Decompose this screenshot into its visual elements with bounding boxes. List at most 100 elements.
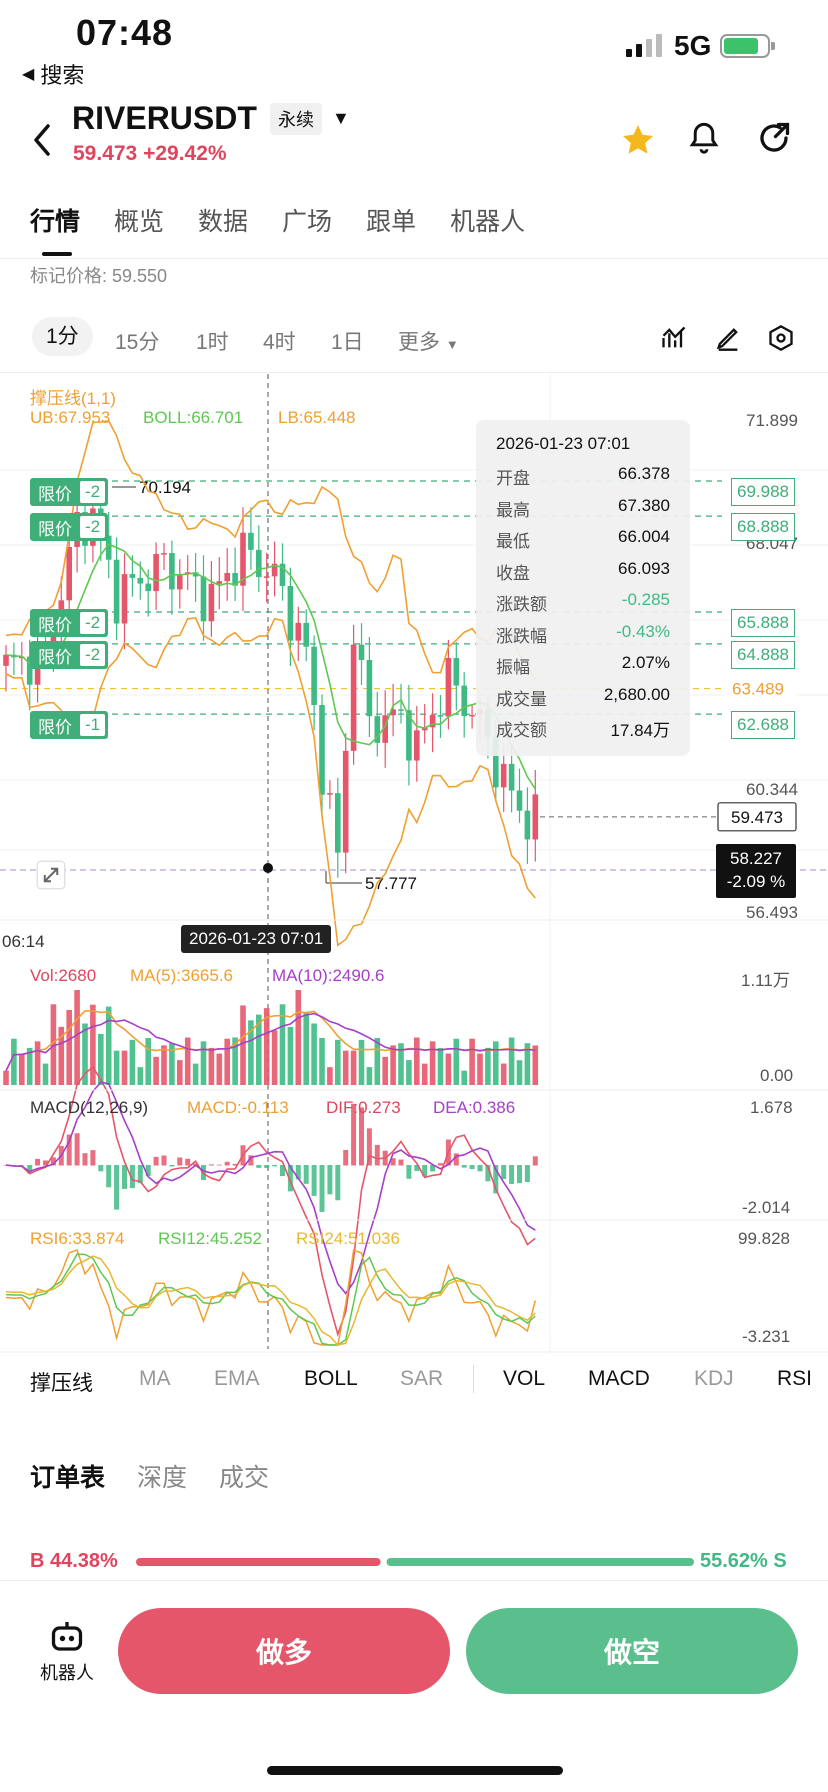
interval-1d[interactable]: 1日: [331, 331, 364, 354]
tab-copy-trade[interactable]: 跟单: [366, 208, 417, 236]
indicator-tab-ma[interactable]: MA: [139, 1367, 171, 1390]
volume-bar: [161, 1045, 167, 1085]
tooltip-key: 开盘: [496, 469, 530, 488]
price-axis-label: 56.493: [746, 903, 798, 922]
limit-order-tag[interactable]: 限价 -2: [30, 609, 109, 637]
volume-bar: [26, 1047, 33, 1085]
candle-body: [350, 644, 357, 751]
kline-chart[interactable]: 71.89968.04760.34456.49363.48959.47358.2…: [0, 374, 828, 1354]
bell-icon[interactable]: [686, 120, 722, 158]
back-arrow-icon[interactable]: [28, 120, 58, 160]
tab-overview[interactable]: 概览: [114, 208, 165, 236]
limit-order-tag[interactable]: 限价 -2: [30, 641, 109, 669]
limit-order-price: 68.888: [731, 513, 795, 541]
cursor-price-tag: 58.227: [730, 849, 782, 868]
candle-body: [358, 644, 365, 661]
volume-bar: [279, 1004, 286, 1085]
short-button[interactable]: 做空: [466, 1608, 798, 1694]
low-marker-label: 57.777: [365, 874, 417, 893]
macd-bar: [532, 1156, 538, 1166]
indicator-tab-kdj[interactable]: KDJ: [694, 1367, 734, 1390]
candle-body: [26, 656, 33, 685]
volume-bar: [50, 1004, 57, 1085]
indicator-tab-macd[interactable]: MACD: [588, 1367, 650, 1390]
macd-bar: [287, 1165, 293, 1192]
interval-15m[interactable]: 15分: [115, 331, 160, 354]
volume-bar: [335, 1039, 341, 1085]
volume-bar: [82, 1023, 88, 1085]
candle-body: [445, 657, 452, 717]
candle-body: [398, 709, 404, 711]
candle-body: [161, 553, 167, 555]
interval-1h[interactable]: 1时: [196, 331, 229, 354]
chart-settings-icon[interactable]: [767, 324, 795, 352]
symbol-title[interactable]: RIVERUSDT: [72, 100, 257, 136]
indicator-tab-ema[interactable]: EMA: [214, 1367, 260, 1390]
rsi-axis-max: 99.828: [738, 1229, 790, 1248]
rsi-axis-min: -3.231: [742, 1327, 791, 1346]
expand-icon[interactable]: [36, 860, 66, 890]
macd-bar: [453, 1153, 459, 1166]
volume-bar: [263, 1008, 270, 1085]
share-icon[interactable]: [756, 120, 792, 156]
rsi6-label: RSI6:33.874: [30, 1229, 125, 1248]
macd-bar: [177, 1157, 183, 1166]
limit-order-tag[interactable]: 限价 -1: [30, 711, 109, 739]
robot-button[interactable]: 机器人: [30, 1620, 104, 1685]
long-button[interactable]: 做多: [118, 1608, 450, 1694]
volume-bar: [11, 1038, 17, 1085]
volume-bar: [342, 1050, 349, 1085]
back-to-app-link[interactable]: ◀ 搜索: [22, 58, 84, 90]
favorite-star-icon[interactable]: [620, 122, 656, 158]
macd-axis-max: 1.678: [750, 1098, 793, 1117]
interval-more[interactable]: 更多 ▼: [398, 331, 459, 354]
tab-trades[interactable]: 成交: [219, 1464, 270, 1492]
macd-bar: [50, 1157, 56, 1166]
indicator-tab-sar[interactable]: SAR: [400, 1367, 444, 1390]
tab-orderbook[interactable]: 订单表: [30, 1464, 106, 1492]
volume-bar: [311, 1023, 317, 1085]
volume-bar: [319, 1037, 325, 1085]
macd-bar: [303, 1165, 309, 1184]
limit-order-count: -2: [80, 644, 106, 666]
symbol-dropdown-icon[interactable]: ▼: [332, 108, 350, 128]
tooltip-key: 振幅: [496, 658, 530, 677]
macd-bar: [280, 1165, 285, 1176]
macd-bar: [469, 1165, 475, 1170]
indicator-tab-sr[interactable]: 撑压线: [30, 1372, 93, 1395]
volume-bar: [414, 1037, 420, 1085]
tab-market[interactable]: 行情: [30, 208, 81, 236]
indicator-tab-vol[interactable]: VOL: [503, 1367, 546, 1390]
volume-bar: [19, 1053, 25, 1085]
volume-bar: [98, 1033, 104, 1085]
buy-ratio-fill: [136, 1558, 381, 1566]
tab-depth[interactable]: 深度: [137, 1464, 188, 1492]
limit-order-count: -2: [80, 612, 106, 634]
tooltip-key: 涨跌额: [496, 595, 547, 614]
indicator-settings-icon[interactable]: [660, 324, 688, 352]
candle-body: [335, 793, 341, 853]
volume-bar: [390, 1045, 396, 1085]
candle-body: [137, 577, 144, 584]
vol-ma10-line: [5, 1012, 536, 1072]
divider: [0, 258, 828, 259]
limit-order-tag[interactable]: 限价 -2: [30, 478, 109, 506]
rsi24-label: RSI24:51.036: [296, 1229, 400, 1248]
candle-body: [208, 583, 215, 622]
volume-bar: [224, 1038, 230, 1085]
tab-robot[interactable]: 机器人: [450, 208, 526, 236]
interval-1m[interactable]: 1分: [32, 317, 93, 356]
contract-type-badge[interactable]: 永续: [270, 103, 322, 135]
volume-bar: [374, 1037, 381, 1085]
interval-4h[interactable]: 4时: [263, 331, 296, 354]
limit-order-price: 65.888: [731, 609, 795, 637]
tab-data[interactable]: 数据: [198, 208, 249, 236]
indicator-tab-boll[interactable]: BOLL: [304, 1367, 358, 1390]
candle-body: [256, 549, 262, 578]
draw-pencil-icon[interactable]: [714, 324, 742, 352]
tab-square[interactable]: 广场: [282, 208, 333, 236]
robot-label: 机器人: [40, 1663, 94, 1683]
macd-bar: [295, 1165, 301, 1180]
indicator-tab-rsi[interactable]: RSI: [777, 1367, 813, 1390]
limit-order-tag[interactable]: 限价 -2: [30, 513, 109, 541]
